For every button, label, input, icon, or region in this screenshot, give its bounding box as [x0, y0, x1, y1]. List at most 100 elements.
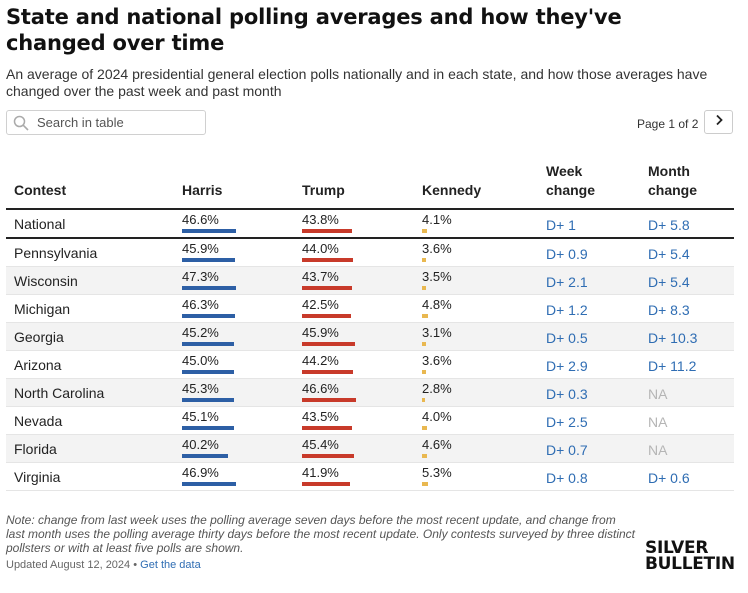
- harris-value: 45.1%: [182, 409, 219, 424]
- harris-bar: [182, 258, 235, 262]
- harris-value: 47.3%: [182, 269, 219, 284]
- kennedy-bar: [422, 426, 427, 430]
- search-box[interactable]: [6, 110, 206, 135]
- page-subtitle: An average of 2024 presidential general …: [6, 66, 708, 99]
- trump-cell: 44.0%: [302, 241, 353, 268]
- trump-bar: [302, 454, 355, 458]
- week-change-cell: D+ 0.5: [546, 329, 588, 346]
- kennedy-cell: 5.3%: [422, 465, 452, 492]
- trump-cell: 44.2%: [302, 353, 353, 380]
- contest-cell: Michigan: [14, 301, 71, 317]
- month-change-cell: D+ 0.6: [648, 469, 690, 486]
- harris-bar: [182, 342, 234, 346]
- contest-cell: Florida: [14, 441, 57, 457]
- silver-bulletin-logo: SILVER BULLETIN: [645, 538, 737, 573]
- trump-cell: 43.5%: [302, 409, 353, 436]
- month-change-cell: D+ 5.4: [648, 273, 690, 290]
- trump-value: 44.0%: [302, 241, 339, 256]
- month-header-line2: change: [648, 182, 698, 198]
- harris-value: 40.2%: [182, 437, 219, 452]
- table-row: Georgia 45.2% 45.9% 3.1% D+ 0.5 D+ 10.3: [6, 323, 734, 351]
- column-header-contest[interactable]: Contest: [14, 182, 67, 198]
- table-row: Florida 40.2% 45.4% 4.6% D+ 0.7 NA: [6, 435, 734, 463]
- contest-cell: Virginia: [14, 469, 61, 485]
- week-change-cell: D+ 0.3: [546, 385, 588, 402]
- kennedy-bar: [422, 342, 426, 346]
- separator: •: [133, 559, 138, 571]
- table-row: North Carolina 45.3% 46.6% 2.8% D+ 0.3 NA: [6, 379, 734, 407]
- harris-value: 45.9%: [182, 241, 219, 256]
- get-data-link[interactable]: Get the data: [140, 559, 201, 571]
- kennedy-value: 4.0%: [422, 409, 452, 424]
- footnote: Note: change from last week uses the pol…: [6, 513, 636, 555]
- kennedy-value: 4.1%: [422, 212, 452, 227]
- harris-bar: [182, 398, 235, 402]
- trump-value: 43.8%: [302, 212, 339, 227]
- kennedy-value: 3.6%: [422, 241, 452, 256]
- trump-cell: 41.9%: [302, 465, 351, 492]
- table-row: Virginia 46.9% 41.9% 5.3% D+ 0.8 D+ 0.6: [6, 463, 734, 491]
- kennedy-value: 3.6%: [422, 353, 452, 368]
- column-header-trump[interactable]: Trump: [302, 182, 345, 198]
- table-row: Wisconsin 47.3% 43.7% 3.5% D+ 2.1 D+ 5.4: [6, 267, 734, 295]
- kennedy-value: 4.6%: [422, 437, 452, 452]
- week-header-line1: Week: [546, 163, 583, 179]
- harris-value: 45.2%: [182, 325, 219, 340]
- logo-line1: SILVER: [645, 538, 709, 558]
- kennedy-cell: 4.0%: [422, 409, 452, 436]
- next-page-button[interactable]: [704, 110, 733, 134]
- harris-cell: 46.9%: [182, 465, 236, 492]
- table-row: Arizona 45.0% 44.2% 3.6% D+ 2.9 D+ 11.2: [6, 351, 734, 379]
- harris-bar: [182, 482, 236, 486]
- trump-value: 46.6%: [302, 381, 339, 396]
- kennedy-cell: 3.5%: [422, 269, 452, 296]
- kennedy-bar: [422, 314, 428, 318]
- column-header-kennedy[interactable]: Kennedy: [422, 182, 482, 198]
- week-change-cell: D+ 2.5: [546, 413, 588, 430]
- month-change-cell: D+ 5.4: [648, 245, 690, 262]
- trump-value: 41.9%: [302, 465, 339, 480]
- harris-cell: 40.2%: [182, 437, 229, 464]
- week-change-cell: D+ 1.2: [546, 301, 588, 318]
- harris-bar: [182, 426, 234, 430]
- harris-cell: 45.1%: [182, 409, 234, 436]
- kennedy-cell: 3.6%: [422, 241, 452, 268]
- week-change-cell: D+ 0.7: [546, 441, 588, 458]
- column-header-month-change[interactable]: Month change: [648, 162, 697, 200]
- contest-cell: Wisconsin: [14, 273, 78, 289]
- page-title: State and national polling averages and …: [6, 5, 622, 55]
- trump-bar: [302, 229, 353, 233]
- trump-bar: [302, 398, 356, 402]
- search-input[interactable]: [37, 115, 197, 130]
- trump-bar: [302, 286, 353, 290]
- column-header-harris[interactable]: Harris: [182, 182, 223, 198]
- trump-value: 45.4%: [302, 437, 339, 452]
- trump-cell: 42.5%: [302, 297, 351, 324]
- contest-cell: Nevada: [14, 413, 63, 429]
- harris-bar: [182, 229, 236, 233]
- contest-cell: Georgia: [14, 329, 64, 345]
- week-header-line2: change: [546, 182, 596, 198]
- trump-cell: 45.9%: [302, 325, 355, 352]
- kennedy-bar: [422, 229, 427, 233]
- harris-value: 46.3%: [182, 297, 219, 312]
- trump-bar: [302, 482, 351, 486]
- month-change-cell: D+ 10.3: [648, 329, 698, 346]
- trump-bar: [302, 370, 353, 374]
- harris-cell: 45.3%: [182, 381, 235, 408]
- kennedy-value: 3.5%: [422, 269, 452, 284]
- polling-table: Contest Harris Trump Kennedy Week change…: [6, 160, 734, 491]
- kennedy-bar: [422, 398, 426, 402]
- trump-value: 45.9%: [302, 325, 339, 340]
- column-header-week-change[interactable]: Week change: [546, 162, 595, 200]
- table-header: Contest Harris Trump Kennedy Week change…: [6, 160, 734, 210]
- kennedy-value: 4.8%: [422, 297, 452, 312]
- chevron-right-icon: [714, 113, 724, 131]
- contest-cell: Pennsylvania: [14, 245, 98, 261]
- contest-cell: National: [14, 216, 66, 232]
- trump-value: 44.2%: [302, 353, 339, 368]
- week-change-cell: D+ 2.9: [546, 357, 588, 374]
- harris-cell: 45.2%: [182, 325, 234, 352]
- search-icon: [13, 115, 29, 131]
- month-change-cell: D+ 8.3: [648, 301, 690, 318]
